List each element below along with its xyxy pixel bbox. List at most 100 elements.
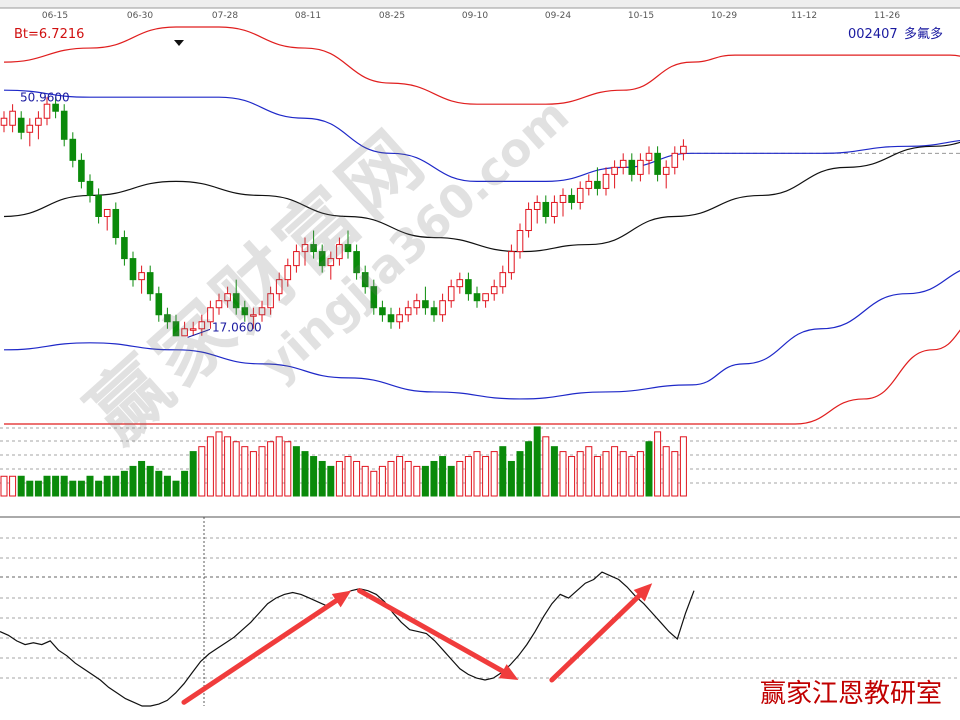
candle [43, 97, 51, 126]
volume-bar [241, 446, 249, 497]
candle [0, 111, 8, 133]
volume-bar [456, 460, 464, 497]
candle [662, 160, 670, 189]
candle [456, 272, 464, 294]
volume-bar [120, 470, 128, 497]
candle [671, 146, 679, 175]
candle [387, 307, 395, 329]
volume-bar [26, 480, 34, 497]
volume-bar [482, 456, 490, 497]
stock-code: 002407 [848, 27, 898, 42]
volume-bar [447, 465, 455, 497]
candle [215, 293, 223, 315]
volume-bar [43, 475, 51, 497]
band-outer-upper [3, 26, 960, 105]
candle [413, 293, 421, 315]
candle [267, 286, 274, 315]
volume-bar [224, 436, 232, 497]
volume-bar [249, 451, 257, 497]
volume-bar [17, 475, 25, 497]
volume-bar [284, 441, 292, 497]
candle [258, 300, 266, 322]
volume-bar [103, 475, 111, 497]
candle [602, 167, 610, 196]
volume-bar [439, 456, 447, 497]
candle [336, 237, 343, 266]
x-tick-label: 08-11 [295, 11, 321, 21]
candle [344, 230, 352, 259]
volume-bar [628, 456, 636, 497]
candle [146, 265, 154, 301]
volume-bar [215, 431, 223, 497]
volume-bar [533, 426, 541, 497]
candle [619, 153, 627, 175]
candle [9, 104, 16, 133]
volume-bar [499, 446, 507, 497]
volume-bar [86, 475, 94, 497]
candle [112, 202, 120, 245]
candlestick-series [0, 97, 687, 337]
x-tick-label: 06-15 [42, 11, 68, 21]
candle [533, 195, 541, 224]
volume-bar [645, 441, 653, 497]
volume-bar [189, 451, 197, 497]
candle [353, 244, 360, 280]
candle [447, 279, 455, 308]
volume-bar [387, 460, 395, 497]
candle [525, 202, 532, 238]
candle [430, 300, 438, 322]
candle [379, 300, 386, 322]
volume-bar [576, 451, 584, 497]
candle [155, 286, 163, 322]
volume-bar [559, 451, 567, 497]
candle [396, 307, 403, 329]
candle [576, 181, 584, 210]
candle [628, 153, 636, 182]
candle [680, 139, 687, 161]
x-tick-label: 09-24 [545, 11, 571, 21]
volume-bar [473, 451, 481, 497]
volume-bar [542, 436, 550, 497]
volume-bar [9, 475, 17, 497]
volume-bar [585, 446, 593, 497]
volume-bar [60, 475, 68, 497]
candle [250, 307, 257, 329]
candle [52, 97, 59, 119]
candle [26, 118, 34, 147]
x-tick-label: 10-29 [711, 11, 737, 21]
candle [422, 286, 429, 315]
credit-label: 赢家江恩教研室 [759, 679, 942, 709]
candle [207, 300, 214, 329]
candle [654, 146, 661, 182]
candle [551, 195, 558, 224]
volume-bar [95, 480, 103, 497]
candle [361, 265, 369, 294]
volume-bar [129, 465, 137, 497]
candle [95, 188, 102, 224]
candle [232, 279, 240, 315]
candle [404, 300, 412, 322]
candle [121, 230, 128, 266]
volume-bar [138, 460, 146, 497]
trend-arrow [549, 583, 653, 683]
candle [310, 230, 317, 259]
volume-bar [568, 456, 576, 497]
candle [490, 279, 498, 301]
candle [103, 208, 111, 231]
volume-bar [353, 460, 361, 497]
volume-bar [258, 446, 266, 497]
candle [370, 279, 378, 315]
volume-bar [361, 465, 369, 497]
volume-bar [335, 460, 343, 497]
bollinger-bands [3, 26, 960, 425]
volume-bar [146, 465, 154, 497]
x-tick-label: 06-30 [127, 11, 153, 21]
volume-bar [172, 480, 180, 497]
volume-bar [396, 456, 404, 497]
candle [181, 321, 188, 337]
candle [611, 160, 618, 189]
volume-bar [206, 436, 214, 497]
volume-bar [550, 446, 558, 497]
